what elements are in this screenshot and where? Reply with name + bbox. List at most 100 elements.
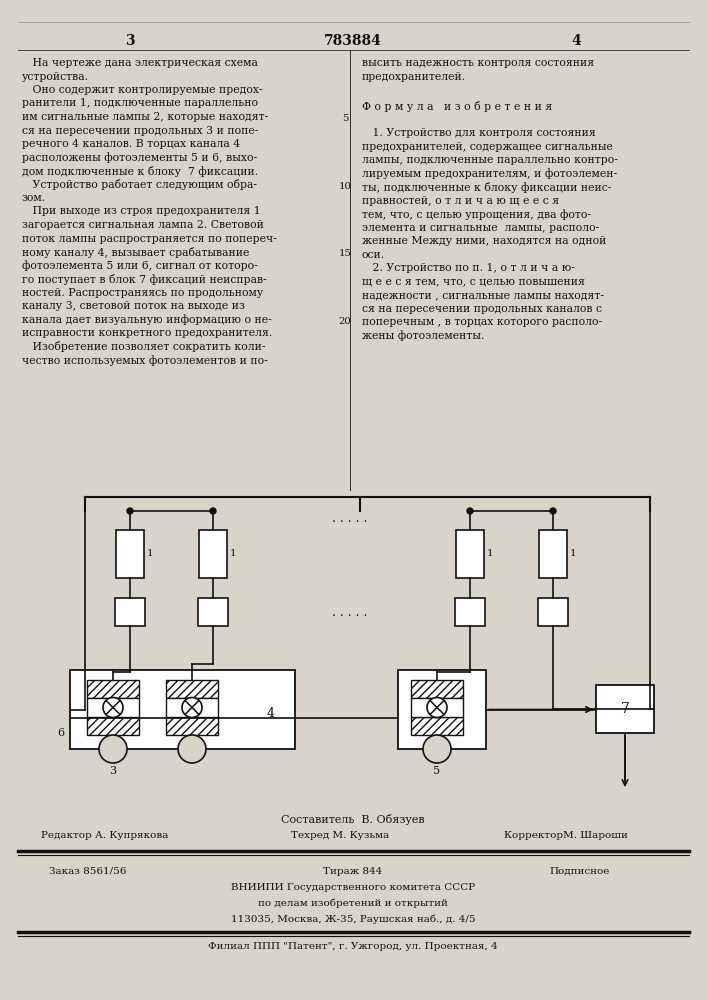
Bar <box>455 598 485 626</box>
Circle shape <box>178 735 206 763</box>
Circle shape <box>550 508 556 514</box>
Bar <box>116 530 144 578</box>
Bar <box>166 680 218 698</box>
Text: Подписное: Подписное <box>550 867 610 876</box>
Circle shape <box>427 698 447 718</box>
Text: высить надежность контроля состояния: высить надежность контроля состояния <box>362 58 594 68</box>
Bar <box>539 530 567 578</box>
Text: На чертеже дана электрическая схема: На чертеже дана электрическая схема <box>22 58 258 68</box>
Circle shape <box>423 735 451 763</box>
Circle shape <box>182 698 202 718</box>
Text: . . . . .: . . . . . <box>332 605 368 618</box>
Text: 113035, Москва, Ж-35, Раушская наб., д. 4/5: 113035, Москва, Ж-35, Раушская наб., д. … <box>230 915 475 924</box>
Text: . . . . .: . . . . . <box>332 512 368 526</box>
Text: ся на пересечении продольных каналов с: ся на пересечении продольных каналов с <box>362 304 602 314</box>
Text: 2: 2 <box>110 686 117 694</box>
Text: При выходе из строя предохранителя 1: При выходе из строя предохранителя 1 <box>22 207 261 217</box>
Text: 1. Устройство для контроля состояния: 1. Устройство для контроля состояния <box>362 128 596 138</box>
Text: Редактор А. Купрякова: Редактор А. Купрякова <box>41 831 169 840</box>
Text: 20: 20 <box>339 317 351 326</box>
Bar <box>166 717 218 735</box>
Circle shape <box>99 735 127 763</box>
Bar <box>456 530 484 578</box>
Text: КорректорМ. Шароши: КорректорМ. Шароши <box>504 831 628 840</box>
Circle shape <box>103 698 123 718</box>
Text: ранители 1, подключенные параллельно: ранители 1, подключенные параллельно <box>22 99 258 108</box>
Text: по делам изобретений и открытий: по делам изобретений и открытий <box>258 899 448 908</box>
Text: ВНИИПИ Государственного комитета СССР: ВНИИПИ Государственного комитета СССР <box>231 883 475 892</box>
Text: предохранителей.: предохранителей. <box>362 72 466 82</box>
Text: 7: 7 <box>621 702 629 716</box>
Bar <box>70 670 295 749</box>
Text: канала дает визуальную информацию о не-: канала дает визуальную информацию о не- <box>22 314 271 325</box>
Text: 2: 2 <box>189 686 195 694</box>
Bar <box>538 598 568 626</box>
Text: Оно содержит контролируемые предох-: Оно содержит контролируемые предох- <box>22 85 262 95</box>
Text: жены фотоэлементы.: жены фотоэлементы. <box>362 331 484 341</box>
Text: 2: 2 <box>433 686 440 694</box>
Text: тем, что, с целью упрощения, два фото-: тем, что, с целью упрощения, два фото- <box>362 209 591 220</box>
Text: загорается сигнальная лампа 2. Световой: загорается сигнальная лампа 2. Световой <box>22 220 264 230</box>
Text: 1: 1 <box>147 550 153 558</box>
Text: дом подключенные к блоку  7 фиксации.: дом подключенные к блоку 7 фиксации. <box>22 166 258 177</box>
Text: Техред М. Кузьма: Техред М. Кузьма <box>291 831 389 840</box>
Text: чество используемых фотоэлементов и по-: чество используемых фотоэлементов и по- <box>22 355 268 366</box>
Text: им сигнальные лампы 2, которые находят-: им сигнальные лампы 2, которые находят- <box>22 112 268 122</box>
Bar <box>596 685 654 733</box>
Text: каналу 3, световой поток на выходе из: каналу 3, световой поток на выходе из <box>22 301 245 311</box>
Text: 5: 5 <box>341 114 348 123</box>
Bar <box>398 670 486 749</box>
Bar <box>87 698 139 717</box>
Text: ностей. Распространяясь по продольному: ностей. Распространяясь по продольному <box>22 288 263 298</box>
Text: 5: 5 <box>433 766 440 776</box>
Circle shape <box>467 508 473 514</box>
Text: ты, подключенные к блоку фиксации неис-: ты, подключенные к блоку фиксации неис- <box>362 182 612 193</box>
Text: расположены фотоэлементы 5 и 6, выхо-: расположены фотоэлементы 5 и 6, выхо- <box>22 152 257 163</box>
Text: 3: 3 <box>110 766 117 776</box>
Text: устройства.: устройства. <box>22 72 89 82</box>
Text: оси.: оси. <box>362 250 385 260</box>
Text: 3: 3 <box>125 34 135 48</box>
Text: 783884: 783884 <box>324 34 382 48</box>
Text: лируемым предохранителям, и фотоэлемен-: лируемым предохранителям, и фотоэлемен- <box>362 169 617 179</box>
Text: 2. Устройство по п. 1, о т л и ч а ю-: 2. Устройство по п. 1, о т л и ч а ю- <box>362 263 575 273</box>
Text: ному каналу 4, вызывает срабатывание: ному каналу 4, вызывает срабатывание <box>22 247 250 258</box>
Text: Составитель  В. Обязуев: Составитель В. Обязуев <box>281 814 425 825</box>
Text: 1: 1 <box>487 550 493 558</box>
Text: Филиал ППП "Патент", г. Ужгород, ул. Проектная, 4: Филиал ППП "Патент", г. Ужгород, ул. Про… <box>208 942 498 951</box>
Bar <box>166 698 218 717</box>
Text: зом.: зом. <box>22 193 46 203</box>
Text: 1: 1 <box>230 550 237 558</box>
Bar <box>199 530 227 578</box>
Text: 4: 4 <box>571 34 581 48</box>
Bar <box>198 598 228 626</box>
Text: 10: 10 <box>339 182 351 191</box>
Bar <box>87 680 139 698</box>
Bar <box>115 598 145 626</box>
Text: щ е е с я тем, что, с целью повышения: щ е е с я тем, что, с целью повышения <box>362 277 585 287</box>
Text: Устройство работает следующим обра-: Устройство работает следующим обра- <box>22 180 257 190</box>
Text: правностей, о т л и ч а ю щ е е с я: правностей, о т л и ч а ю щ е е с я <box>362 196 559 206</box>
Text: го поступает в блок 7 фиксаций неисправ-: го поступает в блок 7 фиксаций неисправ- <box>22 274 267 285</box>
Bar <box>411 698 463 717</box>
Text: Изобретение позволяет сократить коли-: Изобретение позволяет сократить коли- <box>22 342 266 353</box>
Text: лампы, подключенные параллельно контро-: лампы, подключенные параллельно контро- <box>362 155 618 165</box>
Text: речного 4 каналов. В торцах канала 4: речного 4 каналов. В торцах канала 4 <box>22 139 240 149</box>
Text: исправности конкретного предохранителя.: исправности конкретного предохранителя. <box>22 328 272 338</box>
Text: фотоэлемента 5 или 6, сигнал от которо-: фотоэлемента 5 или 6, сигнал от которо- <box>22 260 258 271</box>
Bar <box>87 717 139 735</box>
Text: Тираж 844: Тираж 844 <box>323 867 382 876</box>
Text: 4: 4 <box>267 707 275 720</box>
Text: элемента и сигнальные  лампы, располо-: элемента и сигнальные лампы, располо- <box>362 223 600 233</box>
Text: 1: 1 <box>570 550 577 558</box>
Text: предохранителей, содержащее сигнальные: предохранителей, содержащее сигнальные <box>362 142 613 152</box>
Text: поток лампы распространяется по попереч-: поток лампы распространяется по попереч- <box>22 233 277 243</box>
Bar <box>411 680 463 698</box>
Text: поперечным , в торцах которого располо-: поперечным , в торцах которого располо- <box>362 317 602 327</box>
Text: ся на пересечении продольных 3 и попе-: ся на пересечении продольных 3 и попе- <box>22 125 258 135</box>
Circle shape <box>210 508 216 514</box>
Text: 6: 6 <box>57 728 64 738</box>
Text: Заказ 8561/56: Заказ 8561/56 <box>49 867 127 876</box>
Text: Ф о р м у л а   и з о б р е т е н и я: Ф о р м у л а и з о б р е т е н и я <box>362 101 552 112</box>
Text: надежности , сигнальные лампы находят-: надежности , сигнальные лампы находят- <box>362 290 604 300</box>
